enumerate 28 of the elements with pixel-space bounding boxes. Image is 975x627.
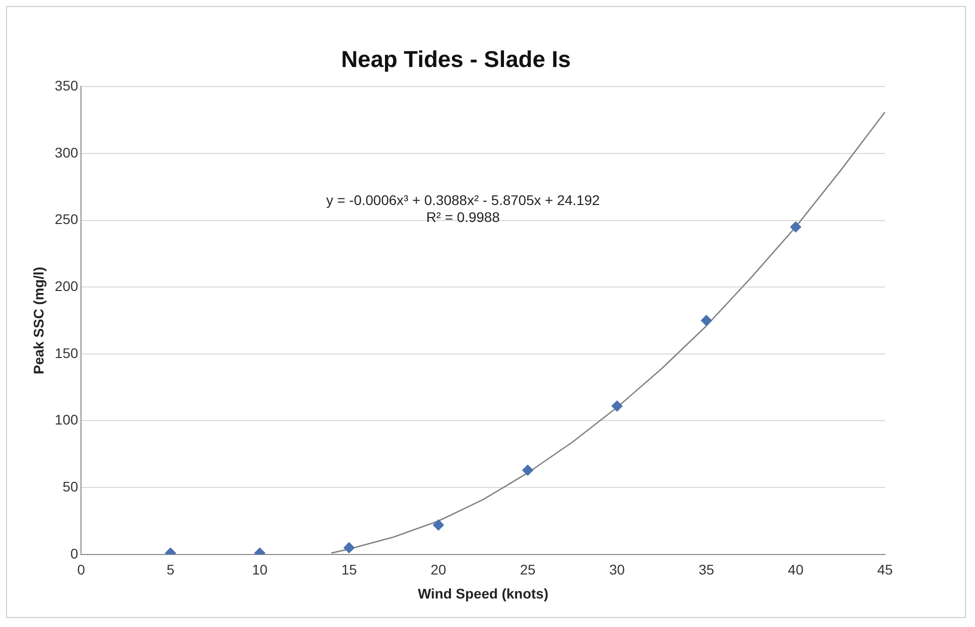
x-tick-label: 20 (430, 562, 446, 578)
x-axis-title: Wind Speed (knots) (418, 585, 548, 602)
x-tick-label: 15 (341, 562, 358, 578)
y-tick-label: 250 (54, 211, 78, 228)
point (612, 400, 623, 412)
x-tick-label: 45 (877, 562, 893, 578)
y-tick-label: 300 (54, 144, 78, 160)
point (432, 519, 444, 530)
x-tick-label: 25 (520, 562, 536, 578)
annotation: R² = 0.9988 (426, 209, 500, 226)
y-tick-label: 200 (54, 278, 78, 294)
annotation: y = -0.0006x³ + 0.3088x² - 5.8705x + 24.192 (326, 192, 600, 208)
y-tick-label: 0 (70, 545, 78, 562)
y-tick-label: 100 (54, 412, 78, 428)
y-tick-label: 150 (54, 344, 78, 361)
x-tick-label: 30 (609, 562, 626, 578)
x-tick-label: 5 (166, 562, 175, 578)
chart-title: Neap Tides - Slade Is (341, 46, 571, 72)
y-tick-label: 50 (62, 478, 78, 494)
point (700, 315, 712, 326)
x-tick-label: 10 (252, 562, 268, 578)
point (790, 221, 802, 232)
y-tick-label: 350 (54, 77, 78, 94)
x-tick-label: 35 (698, 562, 714, 578)
y-axis-title: Peak SSC (mg/l) (30, 266, 46, 374)
point (344, 542, 355, 554)
x-tick-label: 40 (788, 562, 804, 578)
point (522, 464, 534, 476)
